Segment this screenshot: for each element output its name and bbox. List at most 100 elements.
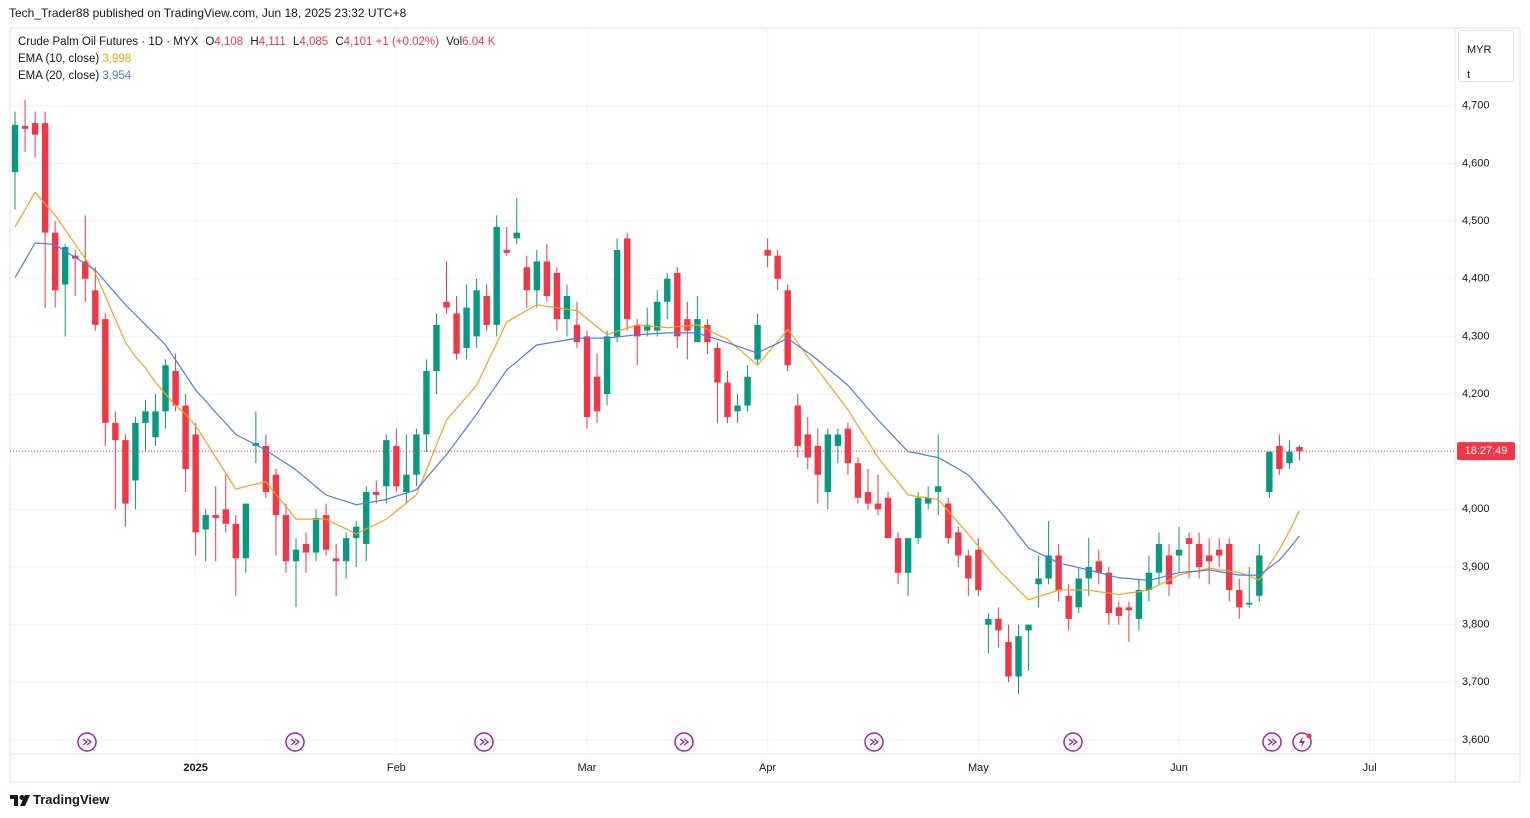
candle-body <box>122 440 129 504</box>
event-icon[interactable] <box>474 732 494 752</box>
candle-body <box>443 301 450 308</box>
candle-body <box>413 434 420 475</box>
candle-body <box>41 123 49 233</box>
candle-body <box>262 445 270 493</box>
candle-body <box>874 503 882 510</box>
candle-body <box>924 497 932 504</box>
publish-info: Tech_Trader88 published on TradingView.c… <box>9 6 407 20</box>
candle-body <box>1015 636 1022 677</box>
candle-body <box>393 445 400 487</box>
candle-body <box>734 405 741 412</box>
volume: 6.04 K <box>462 36 496 48</box>
candle-body <box>1085 566 1092 579</box>
candle-body <box>383 440 390 487</box>
candle-body <box>1236 590 1243 608</box>
candle-body <box>714 347 721 383</box>
candle-body <box>854 463 862 498</box>
candle-body <box>864 492 872 504</box>
y-tick-label: 4,700 <box>1462 100 1490 112</box>
x-tick-label: Apr <box>759 762 776 774</box>
candle-body <box>102 319 109 423</box>
candle-body <box>1175 549 1183 556</box>
candle-body <box>834 434 842 446</box>
legend-name: EMA (10, close) <box>18 53 100 65</box>
candle-body <box>814 445 821 475</box>
ohlc-key: C <box>335 36 344 48</box>
candle-body <box>423 370 430 435</box>
legend-value: 3,954 <box>102 70 132 82</box>
candle-body <box>573 324 581 343</box>
event-icon[interactable] <box>285 732 305 752</box>
x-tick-label: 2025 <box>183 762 207 774</box>
candle-body <box>1125 607 1133 611</box>
candle-body <box>884 497 892 539</box>
event-icon[interactable] <box>77 732 97 752</box>
candle-body <box>684 319 691 331</box>
candle-body <box>61 247 69 285</box>
candle-body <box>11 124 19 173</box>
candle-body <box>132 422 139 481</box>
candle-body <box>935 486 942 493</box>
candle-body <box>51 232 59 291</box>
candle-body <box>965 555 972 579</box>
candle-body <box>503 249 510 253</box>
candle-body <box>31 123 39 135</box>
y-tick-label: 4,300 <box>1462 330 1490 342</box>
candle-body <box>1065 595 1072 619</box>
candle-body <box>1035 578 1042 585</box>
candle-body <box>774 255 781 279</box>
candle-body <box>152 411 159 438</box>
candle-body <box>1276 445 1283 469</box>
candle-body <box>322 515 330 550</box>
unit-box[interactable]: MYR t <box>1458 30 1514 82</box>
plot: 18:27:49 <box>10 100 1515 694</box>
candle-body <box>493 226 500 325</box>
currency: MYR <box>1467 44 1492 56</box>
candle-body <box>1135 590 1143 619</box>
candle-body <box>1246 602 1253 605</box>
candle-body <box>764 249 771 256</box>
candle-body <box>985 618 992 625</box>
candle-body <box>1296 447 1303 452</box>
y-tick-label: 4,000 <box>1462 503 1490 515</box>
event-icon[interactable] <box>1292 732 1312 752</box>
volume-key: Vol <box>446 36 463 48</box>
candle-body <box>232 523 239 559</box>
candle-body <box>1025 624 1032 631</box>
candle-body <box>222 509 229 524</box>
x-tick-label: Feb <box>387 762 406 774</box>
candle-body <box>332 558 340 562</box>
y-tick-label: 3,700 <box>1462 676 1490 688</box>
event-icon[interactable] <box>1262 732 1282 752</box>
y-tick-label: 4,200 <box>1462 388 1490 400</box>
candle-body <box>473 290 480 337</box>
candle-body <box>914 497 922 539</box>
candle-body <box>1045 555 1052 579</box>
brand: TradingView <box>33 792 110 807</box>
event-icon[interactable] <box>674 732 694 752</box>
candle-body <box>1185 538 1193 544</box>
symbol: Crude Palm Oil Futures · 1D · MYX <box>18 36 199 48</box>
event-icon[interactable] <box>1063 732 1083 752</box>
candle-body <box>955 532 962 556</box>
y-tick-label: 4,500 <box>1462 215 1490 227</box>
candle-body <box>282 515 290 562</box>
legend: Crude Palm Oil Futures · 1D · MYX O4,108… <box>18 34 495 85</box>
change: +1 (+0.02%) <box>375 36 439 48</box>
candle-body <box>754 324 761 360</box>
event-icon[interactable] <box>864 732 884 752</box>
candle-body <box>824 434 832 493</box>
ohlc-key: H <box>250 36 259 48</box>
candle-body <box>1155 543 1163 573</box>
candle-body <box>463 307 470 348</box>
x-tick-label: Mar <box>578 762 597 774</box>
candle-body <box>664 278 671 302</box>
candle-body <box>1095 561 1102 573</box>
candle-body <box>623 238 631 320</box>
candle-body <box>1195 543 1203 567</box>
legend-name: EMA (20, close) <box>18 70 100 82</box>
x-tick-label: May <box>968 762 989 774</box>
candle-body <box>894 538 902 573</box>
price-label-box <box>1457 442 1515 461</box>
